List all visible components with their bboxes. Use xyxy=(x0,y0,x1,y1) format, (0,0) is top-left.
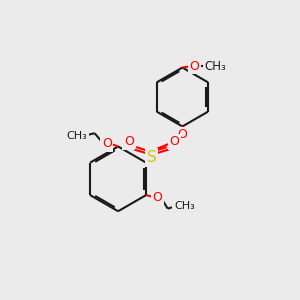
Text: O: O xyxy=(178,128,187,141)
Text: O: O xyxy=(124,135,134,148)
Text: S: S xyxy=(147,150,156,165)
Text: O: O xyxy=(189,60,199,73)
Text: O: O xyxy=(169,135,179,148)
Text: O: O xyxy=(102,137,112,150)
Text: CH₃: CH₃ xyxy=(205,60,226,73)
Text: O: O xyxy=(152,191,162,204)
Text: CH₃: CH₃ xyxy=(174,201,195,211)
Text: CH₃: CH₃ xyxy=(67,131,87,141)
